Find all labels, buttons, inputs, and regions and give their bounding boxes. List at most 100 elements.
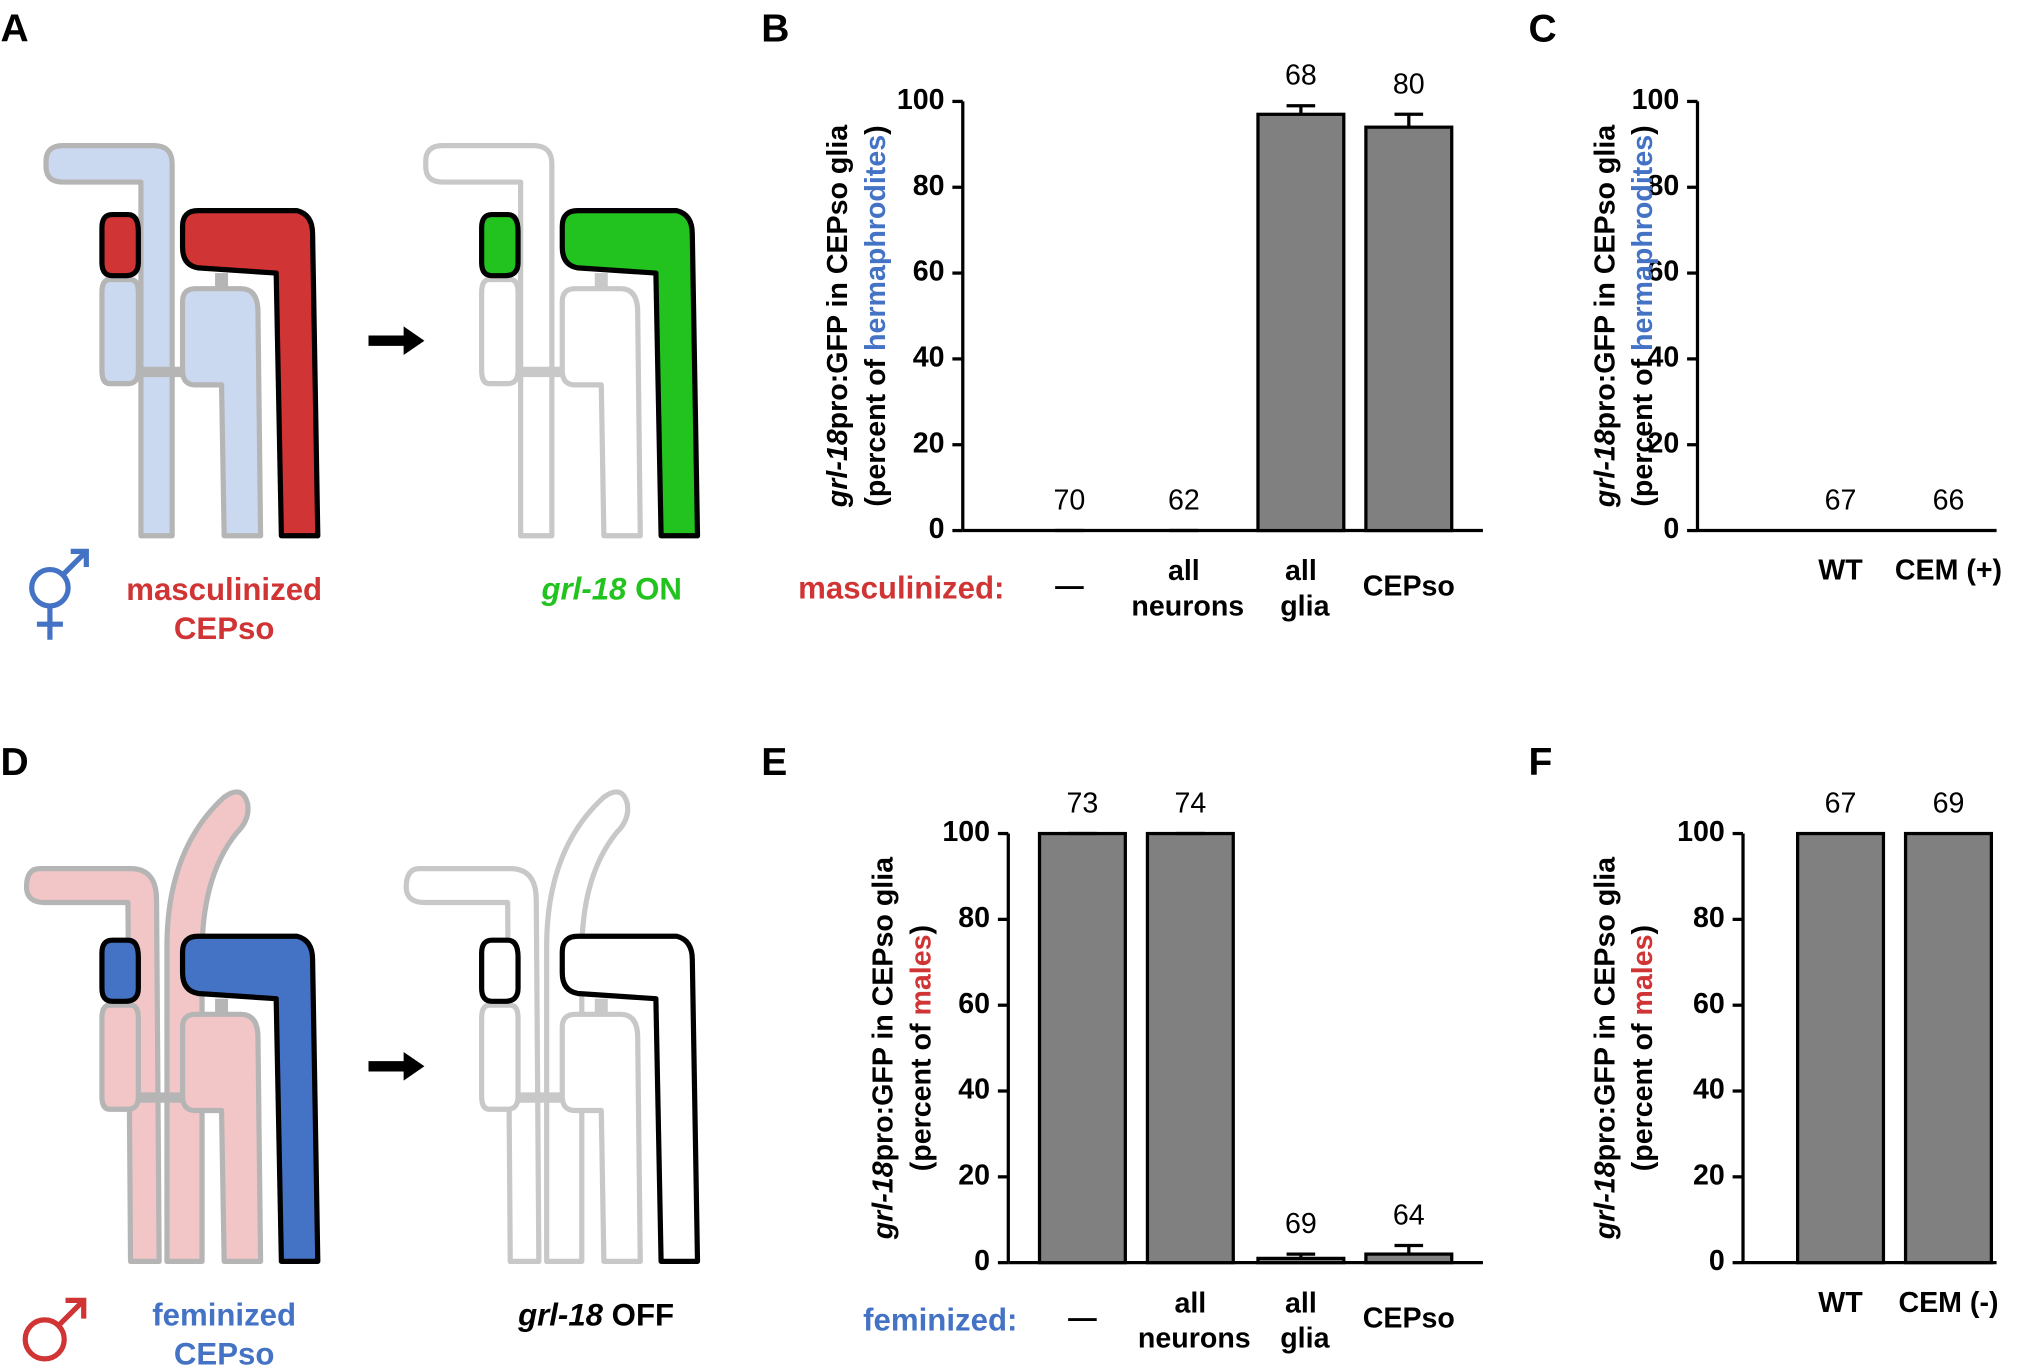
y-tick-label: 60: [1693, 988, 1725, 1020]
bar: [1796, 831, 1886, 1265]
bar: [1364, 1252, 1454, 1265]
y-axis-label: (percent of males): [905, 925, 937, 1171]
y-tick-label: 80: [913, 170, 945, 202]
cepso-cell: [479, 211, 521, 279]
cepso-cell: [179, 933, 321, 1264]
x-prefix: masculinized:: [798, 571, 1004, 606]
symbol-stroke: [36, 548, 89, 640]
cepso-cell: [99, 937, 141, 1004]
neuron-body: [479, 276, 521, 387]
neuron-body: [479, 1002, 521, 1112]
panel-label: B: [761, 8, 789, 51]
y-axis-label: grl-18pro:GFP in CEPso glia: [822, 124, 854, 508]
panel-label: E: [761, 741, 787, 784]
label-part: OFF: [603, 1298, 674, 1333]
neuron-body: [99, 1002, 141, 1112]
y-tick-label: 100: [1632, 84, 1680, 116]
label-part: hermaphrodites: [1627, 135, 1659, 351]
panel-label: A: [1, 8, 29, 51]
x-tick-label: WT: [1818, 1287, 1863, 1319]
connector: [594, 998, 608, 1015]
symbol-ring: [22, 1317, 67, 1362]
n-label: 67: [1825, 787, 1857, 819]
label-part: hermaphrodites: [860, 135, 892, 351]
label-part: grl-18: [867, 1161, 899, 1240]
n-label: 62: [1168, 485, 1200, 517]
y-axis-label: grl-18pro:GFP in CEPso glia: [1589, 124, 1621, 508]
diagram-label: feminized: [152, 1298, 296, 1333]
n-label: 74: [1174, 787, 1206, 819]
bar: [1037, 831, 1127, 1265]
bar: [1145, 831, 1235, 1265]
label-part: ): [1627, 125, 1659, 135]
y-tick-label: 100: [942, 816, 990, 848]
x-tick-label: CEM (-): [1898, 1287, 1998, 1319]
x-tick-label: —: [1068, 1302, 1097, 1334]
y-axis-label: (percent of hermaphrodites): [860, 125, 892, 506]
x-tick-label: —: [1055, 570, 1084, 602]
y-tick-label: 60: [1647, 256, 1679, 288]
y-tick-label: 40: [958, 1074, 990, 1106]
panel-label: F: [1528, 741, 1552, 784]
y-tick-label: 60: [913, 256, 945, 288]
y-axis-label: (percent of males): [1627, 925, 1659, 1171]
cepso-cell: [559, 208, 701, 539]
n-label: 70: [1054, 485, 1086, 517]
y-tick-label: 100: [897, 84, 945, 116]
cilium-tube: [544, 789, 631, 1264]
panel-label: D: [1, 741, 29, 784]
label-part: (percent of: [1627, 1016, 1659, 1172]
label-part: pro:GFP in CEPso glia: [1589, 856, 1621, 1162]
label-part: (percent of: [860, 351, 892, 507]
y-tick-label: 20: [958, 1159, 990, 1191]
diagram-label: CEPso: [174, 611, 275, 646]
n-label: 73: [1067, 787, 1099, 819]
diagram: feminized CEPso grl-18 OFF: [22, 789, 701, 1368]
y-tick-label: 80: [1647, 170, 1679, 202]
bar: [1364, 125, 1454, 533]
neuron-body: [559, 286, 643, 539]
y-tick-label: 20: [913, 427, 945, 459]
connector: [594, 273, 608, 289]
cilium-tube: [164, 789, 251, 1264]
connector: [518, 1092, 563, 1103]
label-part: pro:GFP in CEPso glia: [822, 124, 854, 430]
x-tick-label: WT: [1818, 555, 1863, 587]
label-part: (percent of: [1627, 351, 1659, 507]
label-part: grl-18: [822, 429, 854, 508]
x-tick-label: all neurons: [1123, 555, 1244, 622]
label-part: grl-18: [1589, 1161, 1621, 1240]
n-label: 67: [1825, 485, 1857, 517]
connector: [518, 366, 563, 378]
diagram-label: grl-18 ON: [540, 572, 681, 607]
diagram-label: CEPso: [174, 1337, 275, 1368]
label-part: grl-18: [1589, 429, 1621, 508]
n-label: 68: [1285, 60, 1317, 92]
n-label: 69: [1285, 1208, 1317, 1240]
diagram-label: grl-18 OFF: [517, 1298, 674, 1333]
y-axis-label: grl-18pro:GFP in CEPso glia: [867, 856, 899, 1240]
x-tick-label: all neurons: [1130, 1287, 1251, 1354]
cepso-cell: [559, 933, 701, 1264]
connector: [215, 273, 229, 289]
cilium-tube: [43, 143, 175, 539]
neuron-body: [179, 286, 264, 539]
y-tick-label: 40: [1647, 341, 1679, 373]
n-label: 64: [1393, 1199, 1425, 1231]
label-part: ): [905, 925, 937, 935]
neuron-body: [559, 1011, 643, 1264]
sex-symbol: [29, 548, 89, 640]
error-bar: [1286, 1252, 1316, 1259]
cilium-tube: [423, 143, 555, 539]
x-prefix: feminized:: [863, 1303, 1017, 1338]
y-tick-label: 0: [974, 1245, 990, 1277]
diagram-label: masculinized: [126, 572, 322, 607]
cepso-cell: [99, 211, 141, 279]
bar: [1903, 831, 1994, 1265]
y-tick-label: 80: [958, 902, 990, 934]
x-tick-label: CEM (+): [1895, 555, 2002, 587]
connector: [138, 366, 183, 378]
cepso-cell: [479, 937, 521, 1004]
